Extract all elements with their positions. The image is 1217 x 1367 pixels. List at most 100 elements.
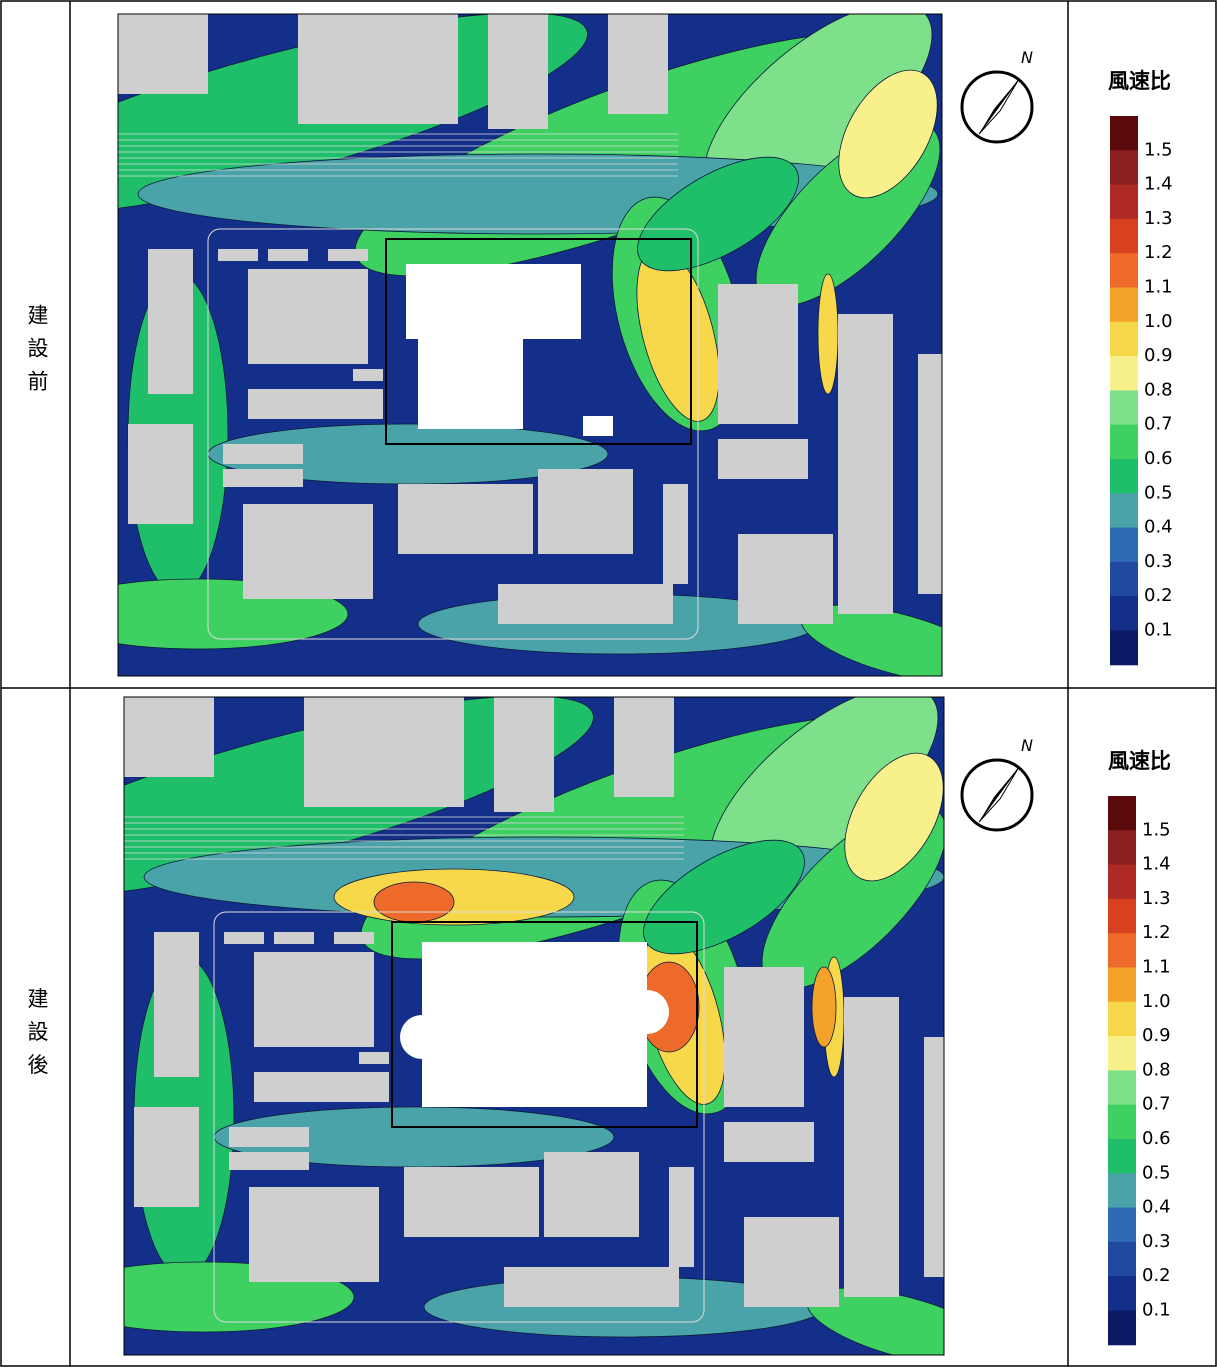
building <box>404 1167 539 1237</box>
legend-swatch <box>1110 425 1138 460</box>
site-building <box>625 990 669 1034</box>
legend-label: 0.6 <box>1144 448 1173 469</box>
building <box>744 1217 839 1307</box>
building <box>538 469 633 554</box>
building <box>359 1052 389 1064</box>
legend-label: 0.9 <box>1142 1025 1171 1046</box>
building <box>298 14 368 124</box>
legend-swatch <box>1108 1002 1136 1037</box>
wind-contour <box>334 869 574 925</box>
legend-label: 1.2 <box>1142 922 1171 943</box>
building <box>608 14 668 114</box>
legend-label: 0.5 <box>1144 482 1173 503</box>
building <box>304 697 374 807</box>
building <box>229 1127 309 1147</box>
building <box>718 439 808 479</box>
building <box>924 1037 949 1277</box>
building <box>398 484 533 554</box>
building <box>268 249 308 261</box>
legend-label: 0.5 <box>1142 1162 1171 1183</box>
legend-swatch <box>1110 288 1138 323</box>
legend-swatch <box>1110 562 1138 597</box>
building <box>223 469 303 487</box>
row-label: 建設後 <box>25 988 49 1087</box>
legend-swatch <box>1110 493 1138 528</box>
building <box>148 249 193 394</box>
building <box>488 14 548 129</box>
building <box>353 369 383 381</box>
legend-swatch <box>1108 1036 1136 1071</box>
legend-swatch <box>1110 356 1138 391</box>
legend-swatch <box>1110 116 1138 151</box>
legend-swatch <box>1110 459 1138 494</box>
legend-title: 風速比 <box>1108 749 1171 773</box>
building <box>248 389 383 419</box>
building <box>124 697 214 777</box>
building <box>724 1122 814 1162</box>
legend-swatch <box>1108 796 1136 831</box>
legend-label: 0.7 <box>1144 414 1173 435</box>
legend-label: 1.4 <box>1144 174 1173 195</box>
building <box>544 1152 639 1237</box>
building <box>838 314 893 614</box>
legend-label: 1.1 <box>1142 957 1171 978</box>
building <box>254 1072 389 1102</box>
legend-swatch <box>1108 1139 1136 1174</box>
wind-contour <box>812 967 836 1047</box>
building <box>368 14 458 124</box>
legend-swatch <box>1108 1173 1136 1208</box>
building <box>223 444 303 464</box>
legend-swatch <box>1108 899 1136 934</box>
legend-swatch <box>1108 830 1136 865</box>
building <box>494 697 554 812</box>
site-building <box>406 264 581 339</box>
site-building <box>583 416 613 436</box>
building <box>134 1107 199 1207</box>
building <box>374 697 464 807</box>
legend-label: 0.6 <box>1142 1128 1171 1149</box>
legend-swatch <box>1110 390 1138 425</box>
legend-label: 0.9 <box>1144 345 1173 366</box>
legend-label: 1.0 <box>1144 311 1173 332</box>
legend-swatch <box>1108 1276 1136 1311</box>
page: 建設前N風速比1.51.41.31.21.11.00.90.80.70.60.5… <box>0 0 1217 1367</box>
legend-label: 0.3 <box>1144 551 1173 572</box>
legend-label: 1.0 <box>1142 991 1171 1012</box>
legend-swatch <box>1110 596 1138 631</box>
legend-label: 0.7 <box>1142 1094 1171 1115</box>
building <box>254 952 374 1047</box>
site-building <box>422 942 647 1107</box>
legend-swatch <box>1108 1311 1136 1346</box>
building <box>224 932 264 944</box>
legend-swatch <box>1108 1105 1136 1140</box>
north-label: N <box>1021 48 1033 67</box>
building <box>154 932 199 1077</box>
legend-label: 0.2 <box>1144 585 1173 606</box>
legend-label: 1.3 <box>1142 888 1171 909</box>
legend-swatch <box>1108 968 1136 1003</box>
legend-label: 0.1 <box>1142 1300 1171 1321</box>
building <box>274 932 314 944</box>
legend-swatch <box>1108 1208 1136 1243</box>
legend-label: 0.1 <box>1144 620 1173 641</box>
building <box>118 14 208 94</box>
building <box>614 697 674 797</box>
legend-label: 1.2 <box>1144 242 1173 263</box>
building <box>724 967 804 1107</box>
legend-swatch <box>1110 528 1138 563</box>
legend-title: 風速比 <box>1108 69 1171 93</box>
wind-contour <box>818 274 838 394</box>
legend-swatch <box>1108 1242 1136 1277</box>
legend-label: 1.5 <box>1144 139 1173 160</box>
building <box>844 997 899 1297</box>
legend-label: 0.2 <box>1142 1265 1171 1286</box>
building <box>328 249 368 261</box>
legend-label: 1.1 <box>1144 277 1173 298</box>
legend-swatch <box>1110 253 1138 288</box>
legend-swatch <box>1108 1070 1136 1105</box>
building <box>218 249 258 261</box>
legend-label: 0.4 <box>1144 517 1173 538</box>
legend-swatch <box>1110 150 1138 185</box>
legend-swatch <box>1110 219 1138 254</box>
building <box>248 269 368 364</box>
